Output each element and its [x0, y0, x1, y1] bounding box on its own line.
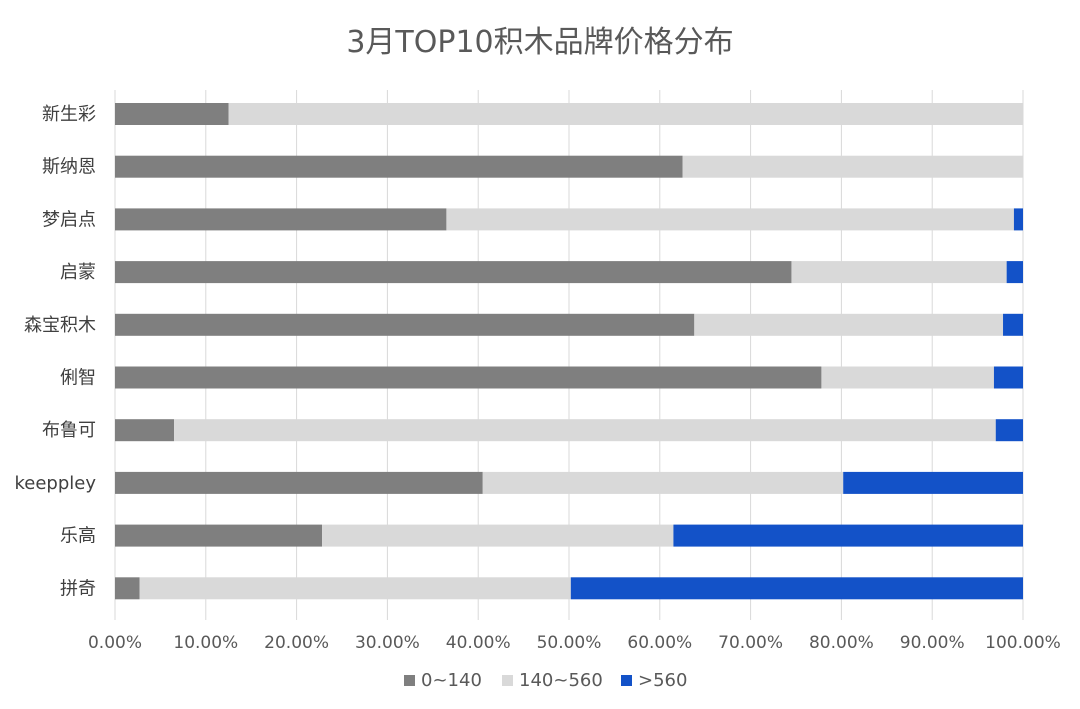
bar-segment: [1003, 313, 1023, 336]
x-axis-tick-labels: 0.00% 10.00% 20.00% 30.00% 40.00% 50.00% 60.00…: [88, 633, 1061, 653]
category-label: keeppley: [14, 473, 96, 494]
bar-segment: [570, 577, 1023, 600]
bar-segment: [115, 313, 695, 336]
x-tick-label: 30.00%: [355, 633, 420, 653]
x-tick-label: 70.00%: [718, 633, 783, 653]
bar-segment: [115, 471, 483, 494]
chart-title: 3月TOP10积木品牌价格分布: [346, 25, 733, 60]
category-label: 拼奇: [60, 578, 96, 599]
bar-segment: [115, 261, 792, 284]
x-tick-label: 10.00%: [173, 633, 238, 653]
x-tick-label: 90.00%: [900, 633, 965, 653]
bar-segment: [1006, 261, 1023, 284]
legend-swatch: [502, 675, 513, 686]
category-label: 新生彩: [42, 104, 96, 125]
x-tick-label: 80.00%: [809, 633, 874, 653]
bar-segment: [174, 419, 996, 442]
bar-segment: [115, 524, 323, 547]
x-tick-label: 0.00%: [88, 633, 142, 653]
bar-segment: [694, 313, 1004, 336]
legend-label: 0~140: [421, 670, 482, 691]
bar-segment: [115, 419, 175, 442]
bar-segment: [446, 208, 1014, 231]
legend-swatch: [621, 675, 632, 686]
x-tick-label: 40.00%: [446, 633, 511, 653]
x-tick-label: 100.00%: [985, 633, 1061, 653]
bar-segment: [843, 471, 1023, 494]
category-label: 乐高: [60, 526, 96, 547]
legend-label: 140~560: [519, 670, 603, 691]
category-label: 梦启点: [42, 209, 96, 230]
bar-segment: [821, 366, 994, 389]
bar-segment: [139, 577, 571, 600]
x-tick-label: 60.00%: [627, 633, 692, 653]
category-label: 布鲁可: [42, 420, 96, 441]
bar-segment: [115, 155, 683, 178]
bar-segment: [115, 208, 447, 231]
legend-label: >560: [638, 670, 687, 691]
bar-segment: [673, 524, 1023, 547]
x-tick-label: 50.00%: [537, 633, 602, 653]
bar-segment: [1013, 208, 1023, 231]
bar-segment: [115, 103, 229, 125]
bar-segment: [482, 471, 844, 494]
x-tick-label: 20.00%: [264, 633, 329, 653]
bar-segment: [993, 366, 1023, 389]
bar-segment: [115, 366, 822, 389]
bar-segment: [682, 155, 1023, 178]
bar-segment: [228, 103, 1023, 125]
bar-segment: [322, 524, 674, 547]
bars: [115, 103, 1023, 600]
bar-segment: [791, 261, 1007, 284]
legend: 0~140 140~560 >560: [404, 670, 687, 691]
category-label: 斯纳恩: [42, 157, 96, 178]
category-label: 森宝积木: [24, 315, 96, 336]
category-label: 俐智: [60, 368, 96, 389]
bar-segment: [995, 419, 1023, 442]
bar-segment: [115, 577, 140, 600]
legend-swatch: [404, 675, 415, 686]
category-label: 启蒙: [60, 262, 96, 283]
